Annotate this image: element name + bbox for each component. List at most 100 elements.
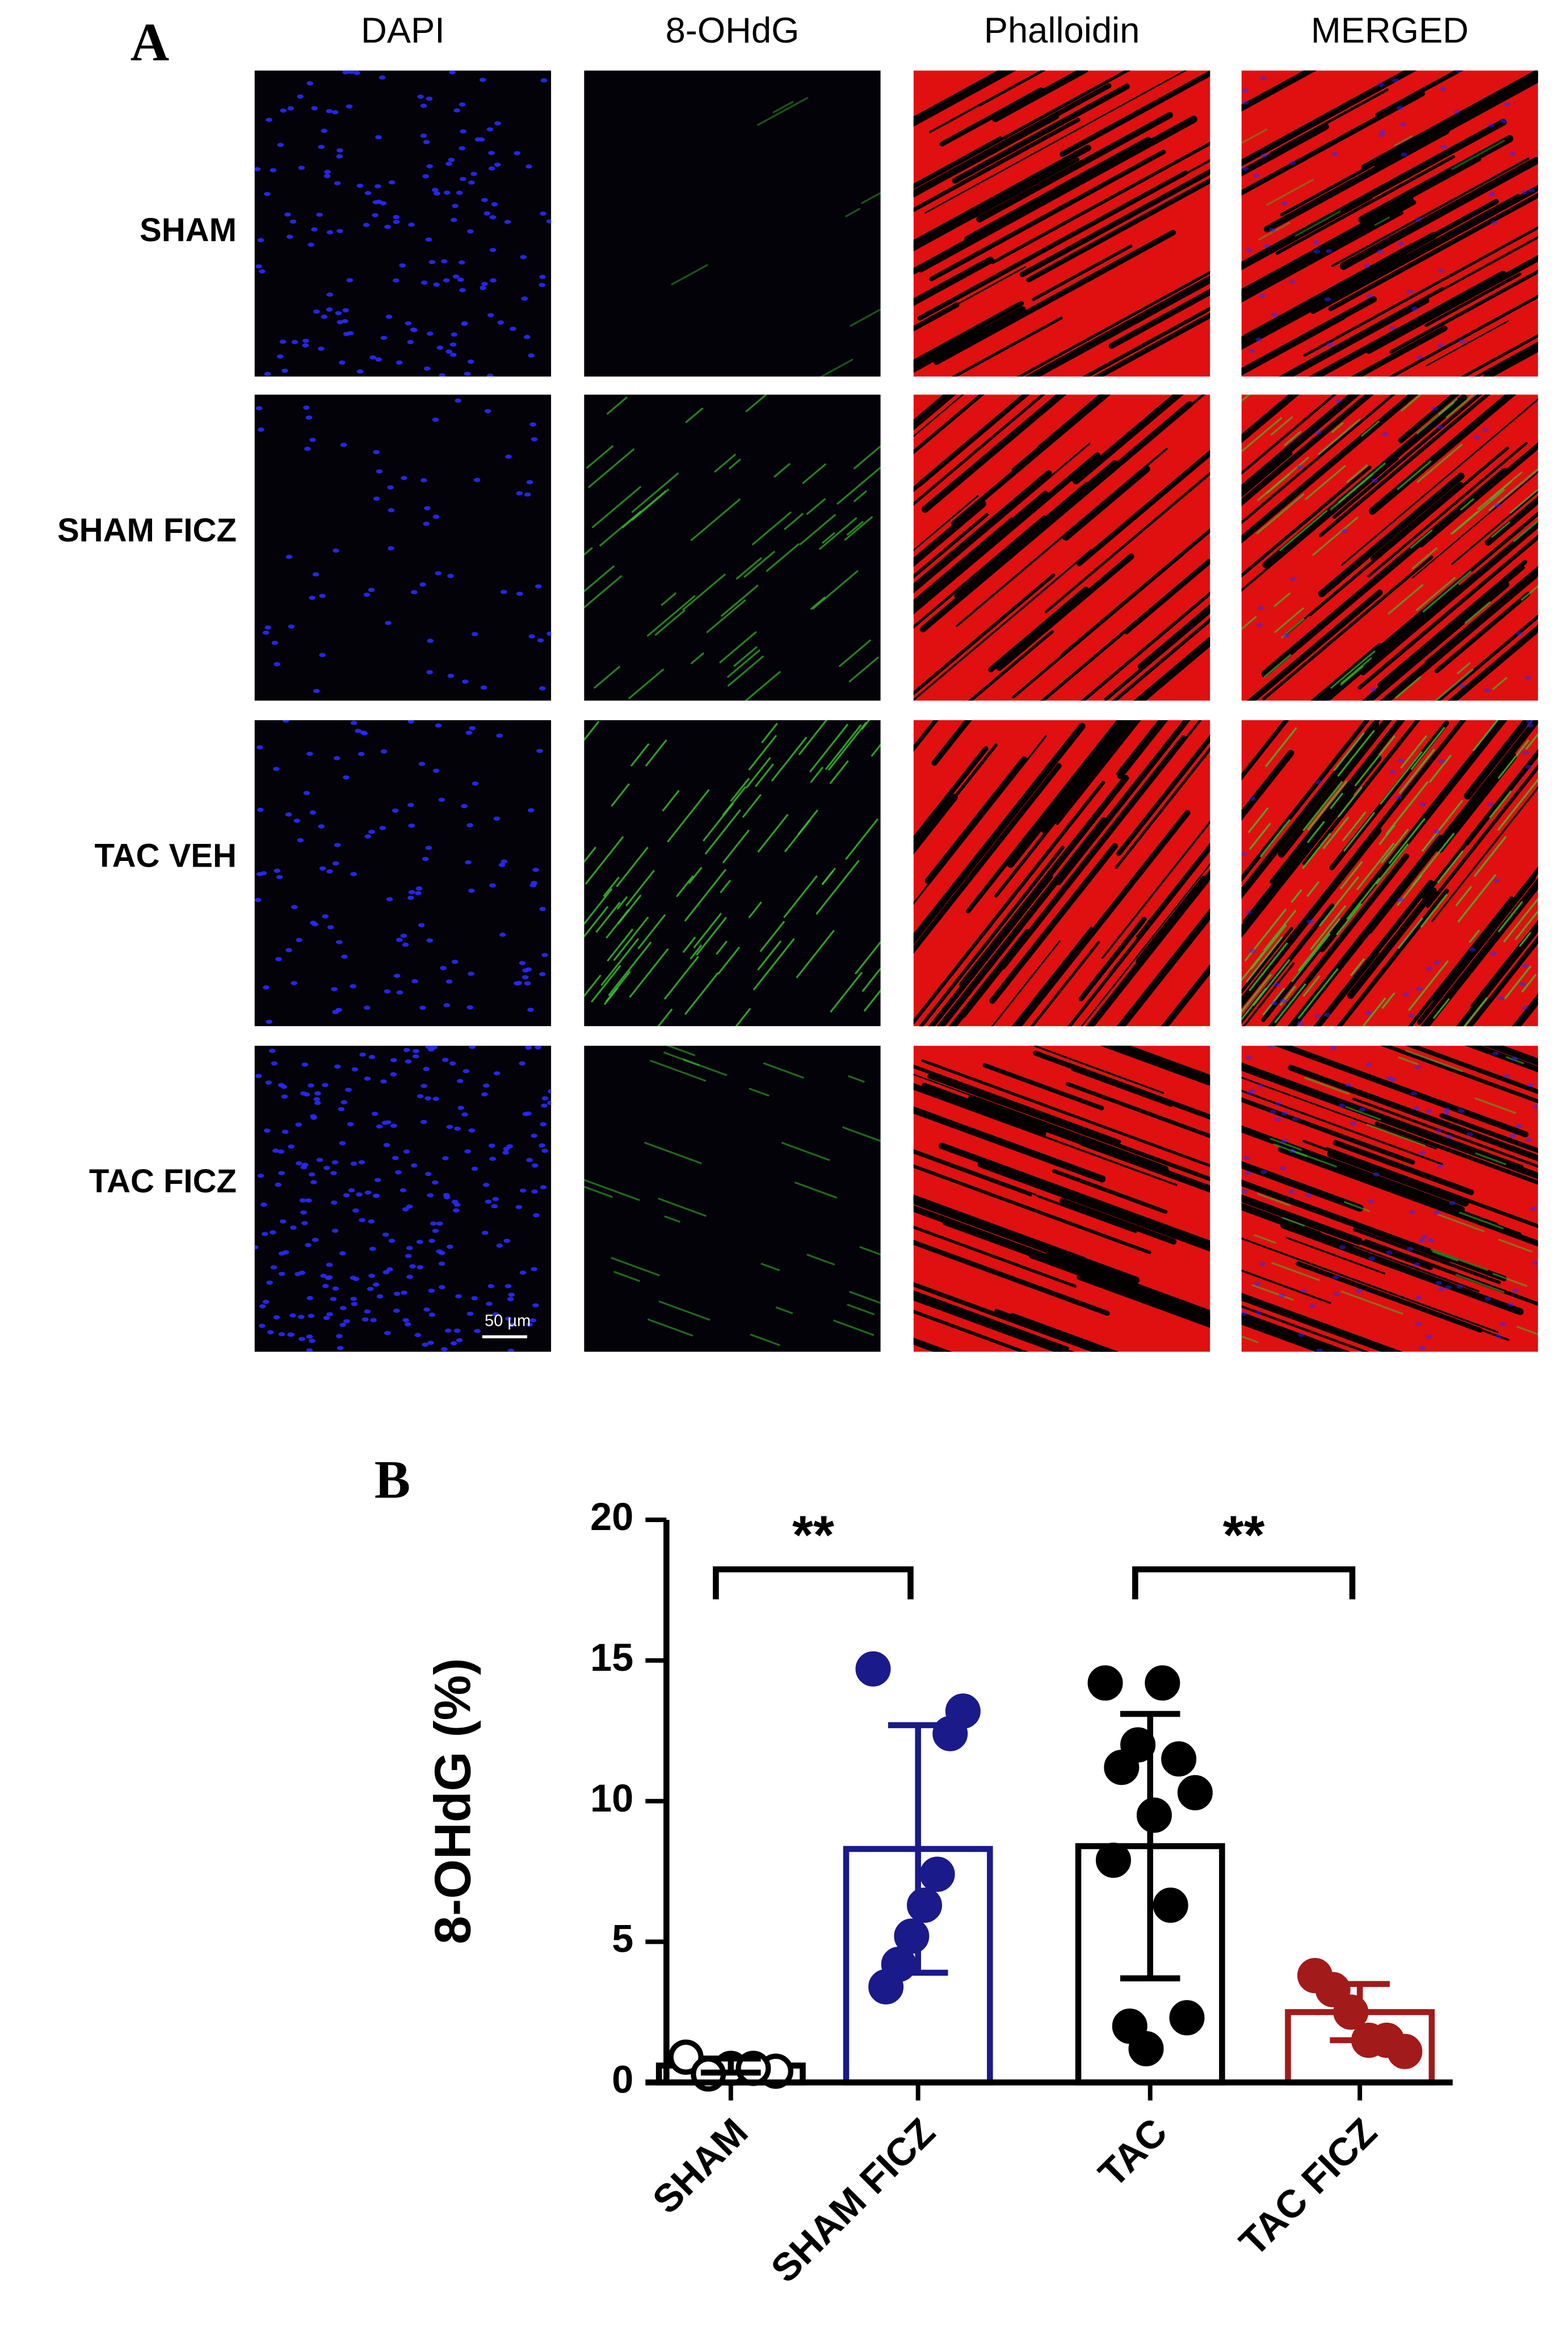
nucleus <box>268 1048 276 1053</box>
nucleus <box>1306 919 1314 924</box>
nucleus <box>539 972 546 977</box>
fiber-gap <box>913 512 989 579</box>
green-signal <box>717 946 741 975</box>
nucleus <box>1503 1074 1511 1078</box>
nucleus <box>311 227 318 232</box>
fiber-gap <box>1377 560 1528 687</box>
fiber-gap <box>1241 119 1507 270</box>
nucleus <box>299 1337 305 1342</box>
nucleus <box>420 1120 427 1124</box>
nucleus <box>1359 1107 1366 1112</box>
nucleus <box>309 595 316 600</box>
nucleus <box>379 75 386 80</box>
nucleus <box>523 335 531 339</box>
nucleus <box>1332 1275 1339 1280</box>
nucleus <box>402 1207 409 1212</box>
nucleus <box>301 1221 308 1225</box>
nucleus <box>308 1083 314 1088</box>
nucleus <box>1242 166 1248 171</box>
nucleus <box>450 1341 457 1346</box>
fiber-gap <box>1112 617 1210 701</box>
nucleus <box>453 1329 461 1333</box>
nucleus <box>1433 829 1440 834</box>
fiber-gap <box>1016 271 1210 377</box>
fiber-gap <box>1115 746 1210 869</box>
nucleus <box>1521 964 1529 968</box>
nucleus <box>469 726 476 730</box>
nucleus <box>465 860 472 865</box>
nucleus <box>393 1292 401 1296</box>
fiber-gap <box>1242 962 1295 1027</box>
row-label: SHAM FICZ <box>57 512 237 549</box>
nucleus <box>451 332 458 337</box>
green-signal <box>861 967 881 993</box>
nucleus <box>1483 688 1491 693</box>
nucleus <box>461 321 468 326</box>
nucleus <box>364 1190 372 1195</box>
nucleus <box>418 762 426 766</box>
nucleus <box>499 932 506 937</box>
green-signal <box>1450 511 1478 535</box>
green-signal <box>684 869 727 922</box>
nucleus <box>1256 623 1263 628</box>
green-signal <box>727 655 764 687</box>
nucleus <box>417 1094 424 1099</box>
green-signal <box>757 940 782 971</box>
nucleus <box>335 940 343 944</box>
nucleus <box>461 1112 468 1117</box>
fiber-gap <box>913 394 985 455</box>
green-signal <box>1305 465 1346 501</box>
fiber-gap <box>927 1061 1210 1167</box>
nucleus <box>271 1061 278 1066</box>
nucleus <box>535 584 542 589</box>
nucleus <box>359 1218 365 1222</box>
fiber-gap <box>1388 295 1538 377</box>
fiber-gap <box>1374 1121 1538 1185</box>
nucleus <box>369 1246 376 1251</box>
data-point <box>1169 2000 1205 2036</box>
green-signal <box>1489 790 1512 819</box>
fiber-gap <box>1466 935 1538 1027</box>
nucleus <box>519 1061 526 1066</box>
nucleus <box>1434 1210 1441 1215</box>
nucleus <box>1509 1133 1516 1138</box>
micrograph <box>913 394 1210 701</box>
nucleus <box>1279 1293 1285 1298</box>
fiber-gap <box>1241 1196 1433 1271</box>
nucleus <box>331 110 339 115</box>
nucleus <box>1355 1289 1362 1293</box>
green-signal <box>1337 729 1375 777</box>
green-signal <box>748 734 777 771</box>
green-signal <box>1474 1097 1516 1114</box>
nucleus <box>326 1312 333 1317</box>
fiber-gap <box>1062 465 1150 541</box>
green-signal <box>806 1254 835 1266</box>
nucleus <box>342 319 348 323</box>
nucleus <box>350 984 356 989</box>
green-signal <box>666 1045 696 1057</box>
nucleus <box>524 492 531 497</box>
fiber-gap <box>1241 70 1317 112</box>
fiber-gap <box>1407 896 1514 1027</box>
fiber-gap <box>1241 211 1404 303</box>
nucleus <box>1373 1172 1380 1177</box>
green-signal <box>847 1075 865 1083</box>
nucleus <box>264 625 272 630</box>
fiber-gap <box>978 70 1046 107</box>
nucleus <box>1245 1171 1252 1175</box>
nucleus <box>1274 1117 1281 1122</box>
green-signal <box>802 463 827 485</box>
nucleus <box>358 751 365 757</box>
nucleus <box>424 506 431 511</box>
fiber-gap <box>991 940 1061 1027</box>
nucleus <box>447 674 455 678</box>
nucleus <box>424 1171 432 1176</box>
green-signal <box>745 394 768 413</box>
fiber-gap <box>1086 869 1210 1027</box>
nucleus <box>305 1198 312 1203</box>
nucleus <box>272 1148 279 1153</box>
nucleus <box>505 1284 512 1288</box>
nucleus <box>1297 465 1304 469</box>
nucleus <box>528 634 536 638</box>
fiber-gap <box>1241 296 1377 376</box>
